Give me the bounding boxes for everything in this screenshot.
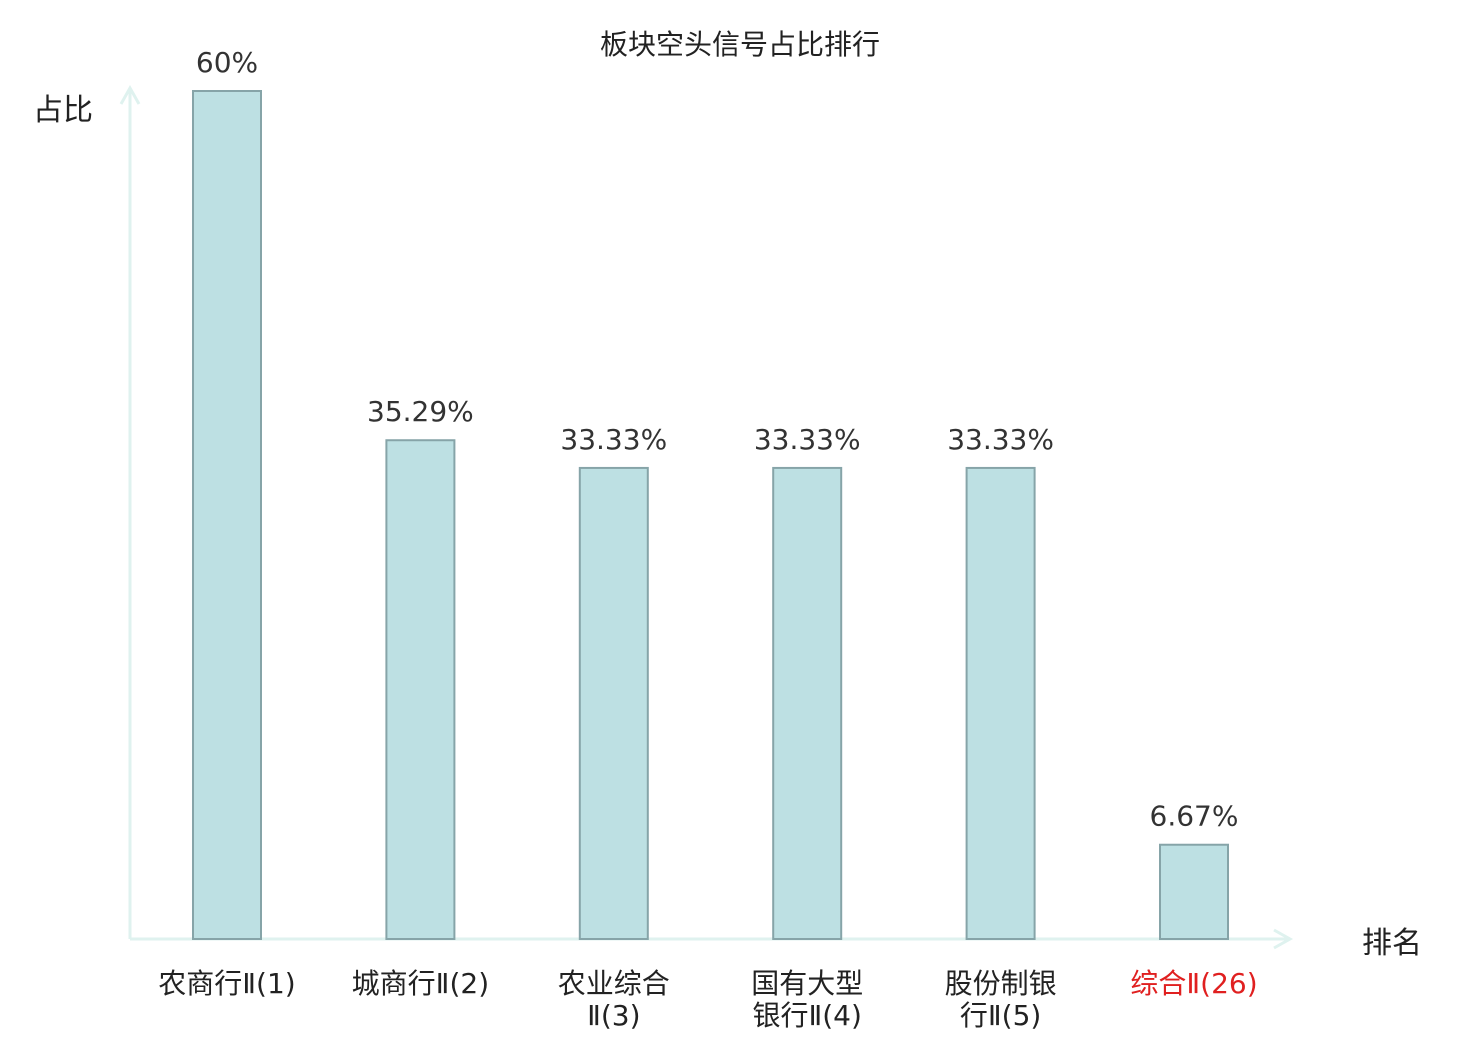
chart-title: 板块空头信号占比排行 <box>600 28 880 61</box>
value-label-6: 6.67% <box>1150 800 1239 833</box>
bar-2 <box>385 439 456 940</box>
category-label-4: 国有大型 <box>751 967 863 1000</box>
y-axis-arrow <box>119 84 141 105</box>
category-label-4: 银行Ⅱ(4) <box>752 999 861 1032</box>
value-label-4: 33.33% <box>754 423 861 456</box>
value-label-3: 33.33% <box>560 423 667 456</box>
bars-group <box>192 90 1229 940</box>
y-axis-label: 占比 <box>33 93 93 128</box>
bar-6 <box>1159 843 1229 940</box>
bar-4 <box>772 466 843 940</box>
category-label-3: 农业综合 <box>558 967 670 1000</box>
value-label-2: 35.29% <box>367 395 474 428</box>
category-label-5: 行Ⅱ(5) <box>960 999 1041 1032</box>
bar-5 <box>965 466 1036 940</box>
axes <box>119 84 1294 950</box>
x-axis-label: 排名 <box>1362 926 1422 961</box>
bar-1 <box>192 90 262 940</box>
bar-3 <box>578 466 649 940</box>
category-label-2: 城商行Ⅱ(2) <box>352 967 489 1000</box>
category-label-6: 综合Ⅱ(26) <box>1130 967 1257 1000</box>
value-label-1: 60% <box>196 46 258 79</box>
category-label-3: Ⅱ(3) <box>587 999 640 1032</box>
category-label-5: 股份制银 <box>945 967 1057 1000</box>
category-label-1: 农商行Ⅱ(1) <box>158 967 295 1000</box>
value-labels-group: 60% 35.29% 33.33% 33.33% 33.33% 6.67% <box>196 46 1239 833</box>
value-label-5: 33.33% <box>947 423 1054 456</box>
x-axis-arrow <box>1273 928 1294 950</box>
